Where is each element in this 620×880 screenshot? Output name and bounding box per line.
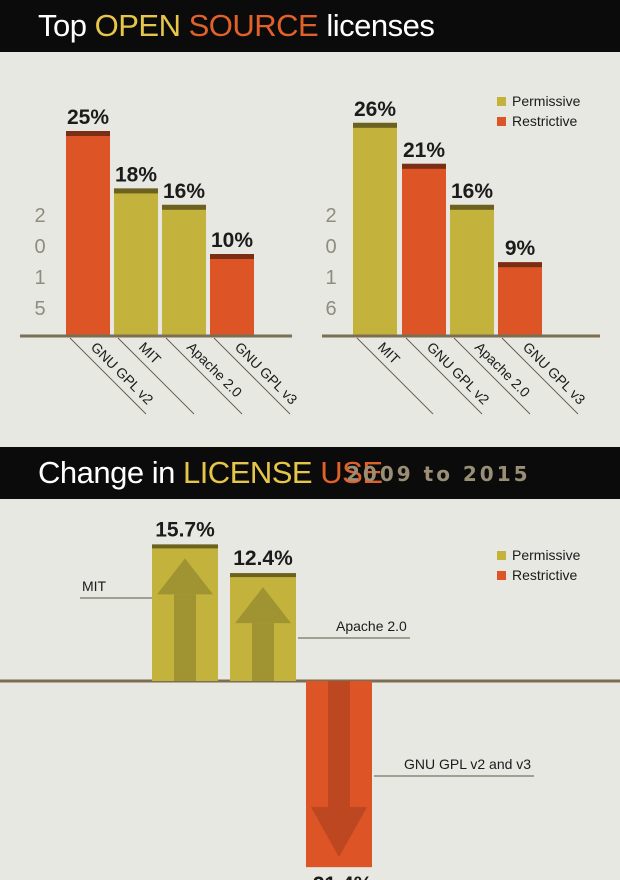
change-value-label: 15.7% [155,518,215,541]
year-digit: 1 [325,267,336,289]
bar [498,262,542,336]
value-label: 16% [163,180,205,203]
leader-line [117,337,195,415]
year-digit: 0 [34,236,45,258]
change-bar-top-shade [230,573,296,578]
change-banner: Change in LICENSE USE 2009 to 2015 [0,447,620,499]
change-value-label: 12.4% [233,547,293,570]
change-category-label: MIT [82,578,107,594]
legend-swatch-restrictive [497,571,506,580]
year-digit: 0 [325,236,336,258]
leader-line [165,337,243,415]
change-title-prefix: Change in [38,455,183,490]
category-label: MIT [375,339,404,368]
bar-top-shade [498,262,542,268]
change-bar-top-shade [152,544,218,549]
bar-top-shade [450,204,494,210]
category-label: GNU GPL v3 [520,339,589,408]
bar [114,188,158,336]
change-category-label: Apache 2.0 [336,618,407,634]
value-label: 9% [505,237,536,260]
year-digit: 6 [325,298,336,320]
change-category-label: GNU GPL v2 and v3 [404,756,531,772]
arrow-shaft [174,594,196,681]
leader-line [501,337,579,415]
bar-top-shade [162,204,206,210]
period-label: 2009 to 2015 [346,462,531,486]
leader-line [405,337,483,415]
category-label: MIT [136,339,165,368]
year-digit: 5 [34,298,45,320]
leader-line [453,337,531,415]
category-label: GNU GPL v3 [232,339,301,408]
value-label: 21% [403,139,445,162]
change-title-highlight-license: LICENSE [182,455,313,490]
arrow-down-icon [311,807,367,858]
value-label: 10% [211,229,253,252]
title-suffix: licenses [318,8,435,43]
bar-top-shade [66,131,110,136]
arrow-shaft [252,623,274,681]
bar [162,204,206,336]
leader-line [69,337,147,415]
legend-top-restrictive: Restrictive [512,113,578,129]
bar [66,131,110,336]
value-label: 26% [354,98,396,121]
bar [450,204,494,336]
bar-top-shade [114,188,158,194]
legend-swatch-permissive [497,551,506,560]
legend-change-restrictive: Restrictive [512,567,578,583]
arrow-up-icon [157,558,213,595]
year-digit: 1 [34,267,45,289]
bar-top-shade [353,122,397,128]
leader-line [213,337,291,415]
bar-top-shade [402,163,446,169]
top-banner: Top OPEN SOURCE licenses [0,0,620,52]
bar-top-shade [210,254,254,259]
legend-top-permissive: Permissive [512,93,581,109]
legend-change-permissive: Permissive [512,547,581,563]
year-digit: 2 [325,205,336,227]
year-digit: 2 [34,205,45,227]
top-banner-title: Top OPEN SOURCE licenses [38,8,435,44]
bar [353,122,397,336]
legend-swatch-permissive [497,97,506,106]
change-banner-title: Change in LICENSE USE [38,455,383,491]
legend-swatch-restrictive [497,117,506,126]
bar [210,254,254,336]
arrow-up-icon [235,587,291,624]
leader-line [356,337,434,415]
title-highlight-source: SOURCE [188,8,319,43]
arrow-shaft [328,681,350,808]
title-prefix: Top [38,8,95,43]
change-value-label: -21.4% [306,873,373,880]
value-label: 18% [115,163,157,186]
change-title-highlight-use: USE [320,455,383,490]
bar [402,163,446,336]
value-label: 16% [451,180,493,203]
value-label: 25% [67,106,109,129]
title-highlight-open: OPEN [94,8,181,43]
